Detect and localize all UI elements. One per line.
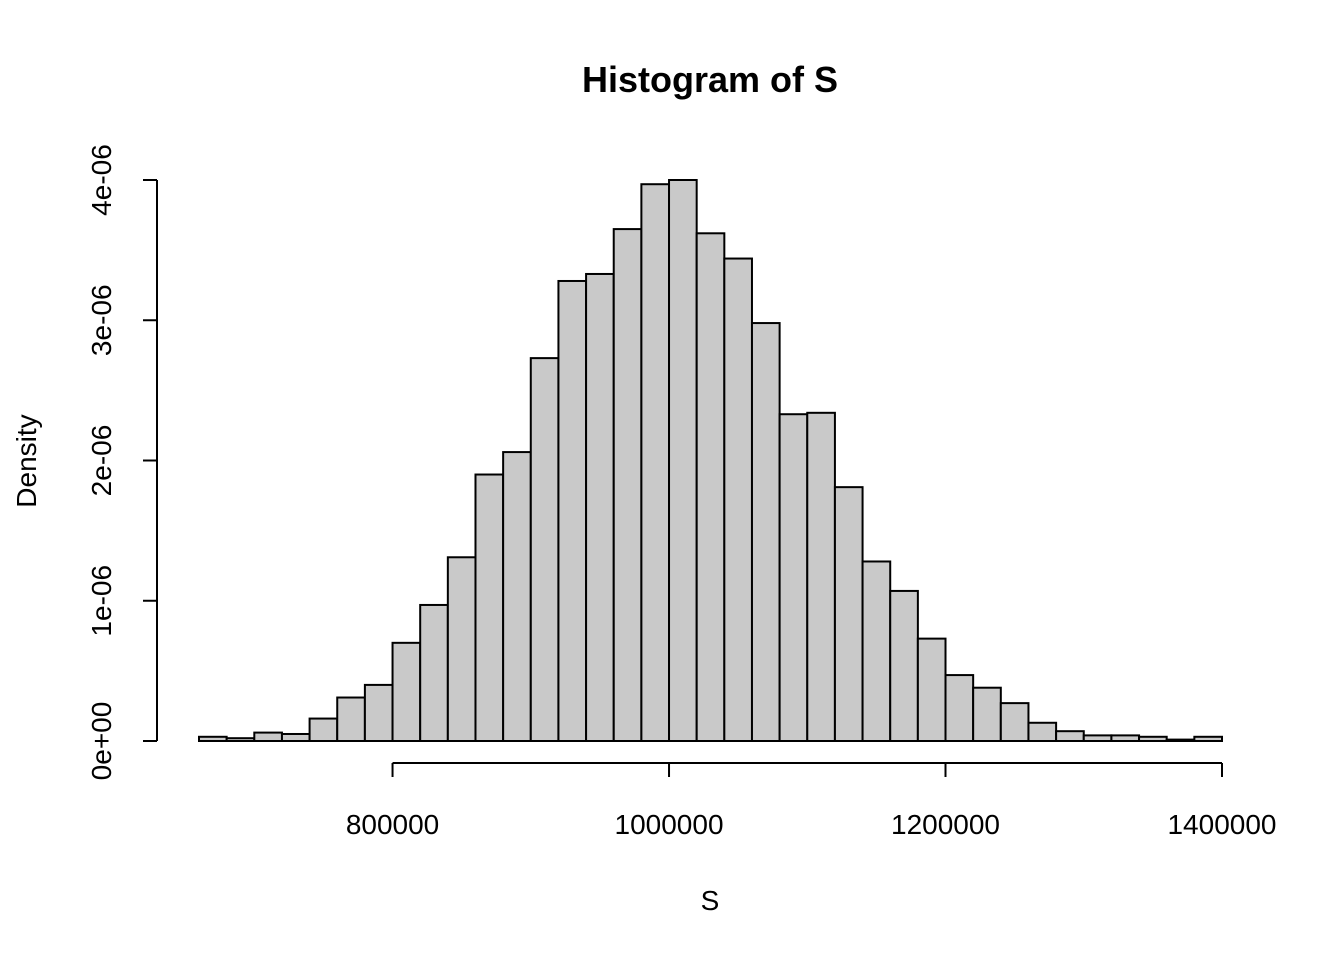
histogram-bar (557, 279, 588, 742)
histogram-bar (778, 413, 809, 742)
x-tick-label: 800000 (346, 809, 439, 840)
y-axis: 0e+00 1e-06 2e-06 3e-06 4e-06 (86, 144, 158, 781)
x-tick-label: 1000000 (615, 809, 724, 840)
y-tick-label: 4e-06 (86, 144, 117, 216)
histogram-bar (446, 556, 477, 743)
histogram-bar (308, 717, 339, 742)
histogram-bar (916, 637, 947, 742)
y-tick-label: 2e-06 (86, 425, 117, 497)
histogram-bar (363, 683, 394, 743)
histogram-bar (999, 702, 1030, 743)
histogram-bar (861, 560, 892, 742)
x-axis: 800000 1000000 1200000 1400000 (346, 762, 1277, 840)
histogram-bar (972, 686, 1002, 743)
chart-title: Histogram of S (582, 59, 838, 100)
histogram-bar (723, 257, 753, 742)
bars-group (198, 179, 1223, 743)
histogram-bar (944, 674, 975, 743)
histogram-bar (1138, 735, 1168, 742)
histogram-bar (1082, 734, 1113, 743)
histogram-bar (833, 486, 864, 742)
histogram-bar (1165, 738, 1196, 742)
histogram-bar (336, 696, 366, 743)
y-tick-label: 3e-06 (86, 284, 117, 356)
histogram-bar (280, 732, 311, 742)
histogram-bar (198, 735, 228, 742)
histogram-bar (1193, 735, 1223, 742)
histogram-bar (529, 357, 560, 742)
histogram-bar (695, 232, 726, 742)
histogram-bar (419, 603, 449, 743)
histogram-bar (612, 228, 643, 742)
histogram-bar (585, 272, 615, 742)
histogram-bar (889, 589, 919, 742)
histogram-bar (474, 473, 505, 742)
histogram-bar (640, 183, 671, 742)
x-tick-label: 1200000 (891, 809, 1000, 840)
histogram-bar (391, 641, 422, 743)
x-axis-label: S (701, 885, 720, 916)
histogram-bar (806, 411, 836, 742)
histogram-bar (750, 322, 781, 742)
histogram-bar (1110, 734, 1141, 743)
y-tick-label: 1e-06 (86, 565, 117, 637)
histogram-bar (668, 179, 698, 742)
y-axis-label: Density (11, 414, 42, 507)
histogram-bar (225, 737, 256, 743)
histogram-bar (502, 451, 532, 742)
histogram-bar (1027, 721, 1058, 743)
x-tick-label: 1400000 (1167, 809, 1276, 840)
y-tick-label: 0e+00 (86, 702, 117, 781)
histogram-bar (1055, 730, 1085, 742)
histogram-bar (253, 731, 283, 743)
